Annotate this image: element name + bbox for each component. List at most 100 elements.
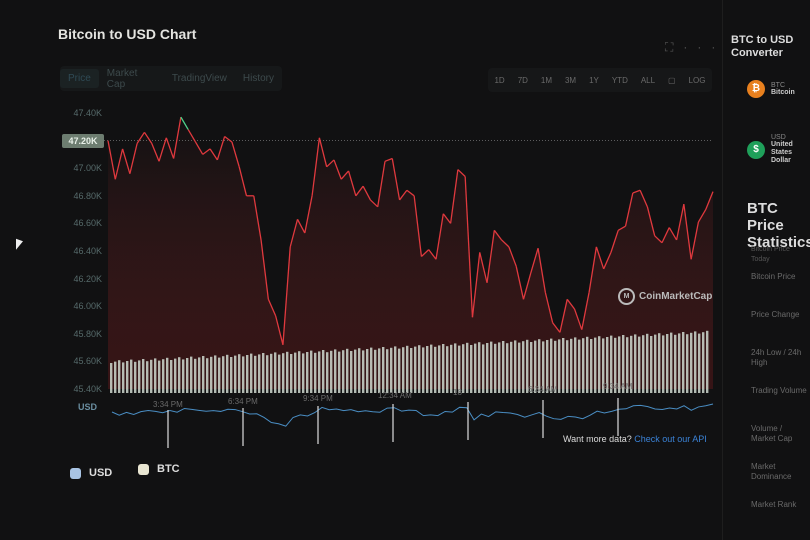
volume-bar bbox=[418, 345, 421, 393]
legend-usd[interactable]: USD bbox=[70, 467, 112, 479]
price-line-segment bbox=[143, 131, 153, 144]
y-tick-label: 46.20K bbox=[73, 273, 102, 284]
volume-bar bbox=[238, 354, 241, 393]
range-3m[interactable]: 3M bbox=[564, 75, 577, 85]
price-line-segment bbox=[428, 249, 437, 260]
price-line-segment bbox=[442, 213, 452, 224]
volume-bar bbox=[254, 355, 257, 393]
tab-history[interactable]: History bbox=[242, 73, 274, 84]
volume-bar bbox=[686, 334, 689, 393]
fullscreen-icon[interactable]: ⛶ bbox=[665, 40, 684, 54]
price-line-segment bbox=[639, 190, 648, 208]
volume-bar bbox=[526, 339, 529, 393]
price-line-segment bbox=[158, 137, 167, 162]
x-tick-label: 9:34 PM bbox=[303, 394, 333, 403]
price-line-segment bbox=[515, 266, 525, 300]
legend-btc[interactable]: BTC bbox=[138, 463, 180, 475]
price-line-segment bbox=[326, 159, 335, 168]
calendar-icon[interactable]: ▢ bbox=[668, 75, 676, 85]
volume-bar bbox=[478, 342, 481, 393]
range-1y[interactable]: 1Y bbox=[589, 75, 599, 85]
volume-bar bbox=[126, 361, 129, 393]
volume-bar bbox=[466, 342, 469, 393]
volume-bar bbox=[390, 347, 393, 393]
range-ytd[interactable]: YTD bbox=[611, 75, 628, 85]
price-line-segment bbox=[413, 195, 423, 257]
volume-bar bbox=[702, 332, 705, 393]
volume-bar bbox=[490, 341, 493, 393]
volume-bar bbox=[642, 335, 645, 393]
tab-tradingview[interactable]: TradingView bbox=[171, 73, 227, 84]
api-link[interactable]: Check out our API bbox=[634, 434, 707, 444]
volume-bar bbox=[626, 337, 629, 393]
volume-bar bbox=[614, 337, 617, 393]
range-1d[interactable]: 1D bbox=[494, 75, 505, 85]
tab-market-cap[interactable]: Market Cap bbox=[106, 67, 138, 90]
volume-bar bbox=[222, 356, 225, 393]
navigator-line bbox=[111, 403, 714, 427]
volume-bar bbox=[134, 361, 137, 393]
volume-bar bbox=[634, 334, 637, 393]
legend-label: BTC bbox=[157, 463, 180, 475]
more-icon[interactable]: ··· bbox=[683, 40, 726, 54]
coin-btc[interactable]: ₿ BTC Bitcoin bbox=[747, 80, 809, 98]
price-line-segment bbox=[275, 315, 284, 345]
volume-bar bbox=[330, 350, 333, 393]
volume-bar bbox=[298, 351, 301, 393]
volume-bar bbox=[326, 352, 329, 393]
volume-bar bbox=[394, 346, 397, 393]
y-tick-label: 47.40K bbox=[73, 108, 102, 118]
price-line-segment bbox=[668, 227, 678, 241]
volume-bar bbox=[594, 337, 597, 393]
price-line-segment bbox=[595, 246, 605, 270]
range-log[interactable]: LOG bbox=[688, 75, 706, 85]
volume-bar bbox=[350, 351, 353, 393]
volume-bar bbox=[698, 333, 701, 393]
price-line-segment bbox=[202, 148, 211, 155]
price-line-segment bbox=[362, 185, 371, 201]
price-line-segment bbox=[304, 195, 313, 234]
price-line-segment bbox=[471, 252, 481, 318]
price-line-segment bbox=[318, 137, 328, 167]
volume-bar bbox=[442, 344, 445, 393]
volume-bar bbox=[294, 352, 297, 393]
price-line-segment bbox=[646, 206, 656, 236]
area-fill bbox=[108, 117, 713, 389]
legend-swatch bbox=[70, 467, 81, 479]
price-line-segment bbox=[377, 161, 386, 207]
range-all[interactable]: ALL bbox=[640, 75, 656, 85]
price-line-segment bbox=[311, 137, 321, 196]
volume-bar bbox=[678, 333, 681, 393]
price-line-segment bbox=[216, 136, 226, 161]
price-line-segment bbox=[566, 298, 576, 310]
volume-bar bbox=[282, 353, 285, 393]
volume-bar bbox=[338, 351, 341, 393]
y-tick-label: 46.80K bbox=[73, 190, 102, 201]
volume-bar bbox=[270, 353, 273, 393]
volume-bar bbox=[638, 336, 641, 393]
volume-bar bbox=[194, 358, 197, 393]
price-line-segment bbox=[165, 137, 175, 159]
price-line-segment bbox=[508, 246, 517, 267]
price-line-segment bbox=[340, 170, 350, 180]
price-line-segment bbox=[654, 235, 663, 244]
range-1m[interactable]: 1M bbox=[540, 75, 553, 85]
range-7d[interactable]: 7D bbox=[517, 75, 528, 85]
coin-name: Bitcoin bbox=[771, 88, 795, 96]
price-line-segment bbox=[129, 143, 138, 174]
volume-bar bbox=[670, 332, 673, 393]
price-line-segment bbox=[683, 203, 692, 260]
stat-row: Bitcoin Price bbox=[751, 272, 796, 281]
watermark-text: CoinMarketCap bbox=[639, 291, 713, 302]
bitcoin-icon: ₿ bbox=[747, 80, 765, 98]
volume-bar bbox=[422, 347, 425, 393]
volume-bar bbox=[518, 342, 521, 393]
converter-panel: BTC to USD Converter ₿ BTC Bitcoin $ USD Uni… bbox=[722, 0, 810, 540]
coin-usd[interactable]: $ USD United States Dollar bbox=[747, 134, 809, 165]
tab-price[interactable]: Price bbox=[60, 69, 99, 88]
volume-bar bbox=[666, 334, 669, 393]
price-line-segment bbox=[624, 192, 634, 227]
volume-bar bbox=[202, 356, 205, 393]
stats-title: BTC Price Statistics bbox=[747, 200, 810, 251]
